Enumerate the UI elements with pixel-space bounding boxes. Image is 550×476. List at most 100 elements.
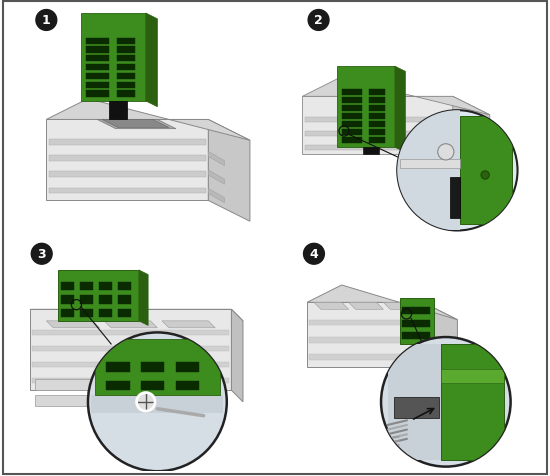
Polygon shape — [100, 296, 112, 304]
Circle shape — [381, 337, 510, 466]
Polygon shape — [314, 303, 349, 309]
Polygon shape — [305, 146, 450, 150]
Polygon shape — [369, 122, 385, 128]
Polygon shape — [86, 74, 109, 80]
Polygon shape — [32, 346, 229, 351]
Polygon shape — [32, 330, 229, 335]
Polygon shape — [48, 156, 206, 162]
Polygon shape — [35, 379, 104, 390]
Circle shape — [36, 10, 57, 31]
Polygon shape — [117, 47, 135, 53]
Polygon shape — [81, 14, 146, 102]
Polygon shape — [232, 309, 243, 402]
Text: 1: 1 — [42, 14, 51, 28]
Polygon shape — [342, 106, 362, 111]
Polygon shape — [109, 102, 127, 120]
Polygon shape — [139, 270, 148, 326]
Circle shape — [304, 244, 324, 265]
Polygon shape — [48, 188, 206, 194]
Polygon shape — [102, 120, 169, 128]
Polygon shape — [453, 97, 490, 173]
Polygon shape — [62, 296, 74, 304]
Polygon shape — [46, 120, 208, 201]
Polygon shape — [369, 114, 385, 119]
Polygon shape — [30, 309, 232, 390]
Polygon shape — [117, 56, 135, 62]
Polygon shape — [176, 363, 199, 372]
Polygon shape — [46, 99, 250, 141]
Circle shape — [31, 244, 52, 265]
Text: 4: 4 — [310, 248, 318, 261]
Polygon shape — [441, 370, 504, 384]
Polygon shape — [337, 67, 395, 148]
Polygon shape — [95, 340, 220, 395]
Polygon shape — [342, 122, 362, 128]
Text: 2: 2 — [314, 14, 323, 28]
Polygon shape — [35, 395, 104, 407]
Polygon shape — [305, 118, 450, 122]
Polygon shape — [460, 117, 512, 225]
Polygon shape — [309, 355, 420, 360]
Polygon shape — [32, 378, 229, 384]
Polygon shape — [402, 307, 430, 314]
Polygon shape — [302, 97, 453, 155]
Polygon shape — [342, 130, 362, 136]
Polygon shape — [117, 74, 135, 80]
Polygon shape — [305, 132, 450, 136]
Polygon shape — [402, 333, 430, 340]
Polygon shape — [394, 397, 439, 418]
Polygon shape — [86, 39, 109, 45]
Polygon shape — [107, 381, 130, 390]
Polygon shape — [48, 140, 206, 146]
Polygon shape — [30, 309, 243, 321]
Polygon shape — [146, 14, 157, 108]
Polygon shape — [307, 303, 423, 367]
Polygon shape — [309, 337, 420, 343]
Circle shape — [481, 171, 490, 180]
Polygon shape — [309, 320, 420, 326]
Polygon shape — [91, 395, 223, 414]
Polygon shape — [86, 47, 109, 53]
Polygon shape — [397, 111, 460, 231]
Polygon shape — [369, 106, 385, 111]
Polygon shape — [383, 303, 418, 309]
Circle shape — [136, 393, 155, 411]
Circle shape — [88, 333, 227, 471]
Polygon shape — [388, 344, 441, 460]
Circle shape — [397, 111, 518, 231]
Polygon shape — [302, 79, 490, 116]
Polygon shape — [86, 91, 109, 97]
Polygon shape — [118, 296, 131, 304]
Polygon shape — [80, 282, 93, 290]
Polygon shape — [141, 381, 164, 390]
Polygon shape — [402, 320, 430, 327]
Polygon shape — [176, 381, 199, 390]
Polygon shape — [208, 170, 224, 185]
Polygon shape — [208, 189, 224, 203]
Polygon shape — [97, 120, 176, 129]
Polygon shape — [162, 321, 215, 328]
Polygon shape — [107, 363, 130, 372]
Polygon shape — [342, 98, 362, 103]
Circle shape — [438, 144, 454, 160]
Polygon shape — [80, 309, 93, 317]
Polygon shape — [118, 309, 131, 317]
Polygon shape — [86, 65, 109, 71]
Polygon shape — [342, 114, 362, 119]
Polygon shape — [307, 286, 458, 320]
Polygon shape — [117, 82, 135, 89]
Polygon shape — [80, 296, 93, 304]
Polygon shape — [369, 89, 385, 95]
Polygon shape — [395, 67, 405, 153]
Polygon shape — [100, 282, 112, 290]
Polygon shape — [399, 159, 460, 169]
Polygon shape — [423, 303, 458, 385]
Polygon shape — [117, 39, 135, 45]
Polygon shape — [104, 321, 157, 328]
Polygon shape — [342, 138, 362, 144]
Polygon shape — [208, 120, 250, 222]
Polygon shape — [369, 138, 385, 144]
Polygon shape — [342, 89, 362, 95]
Polygon shape — [362, 148, 379, 155]
Polygon shape — [369, 98, 385, 103]
